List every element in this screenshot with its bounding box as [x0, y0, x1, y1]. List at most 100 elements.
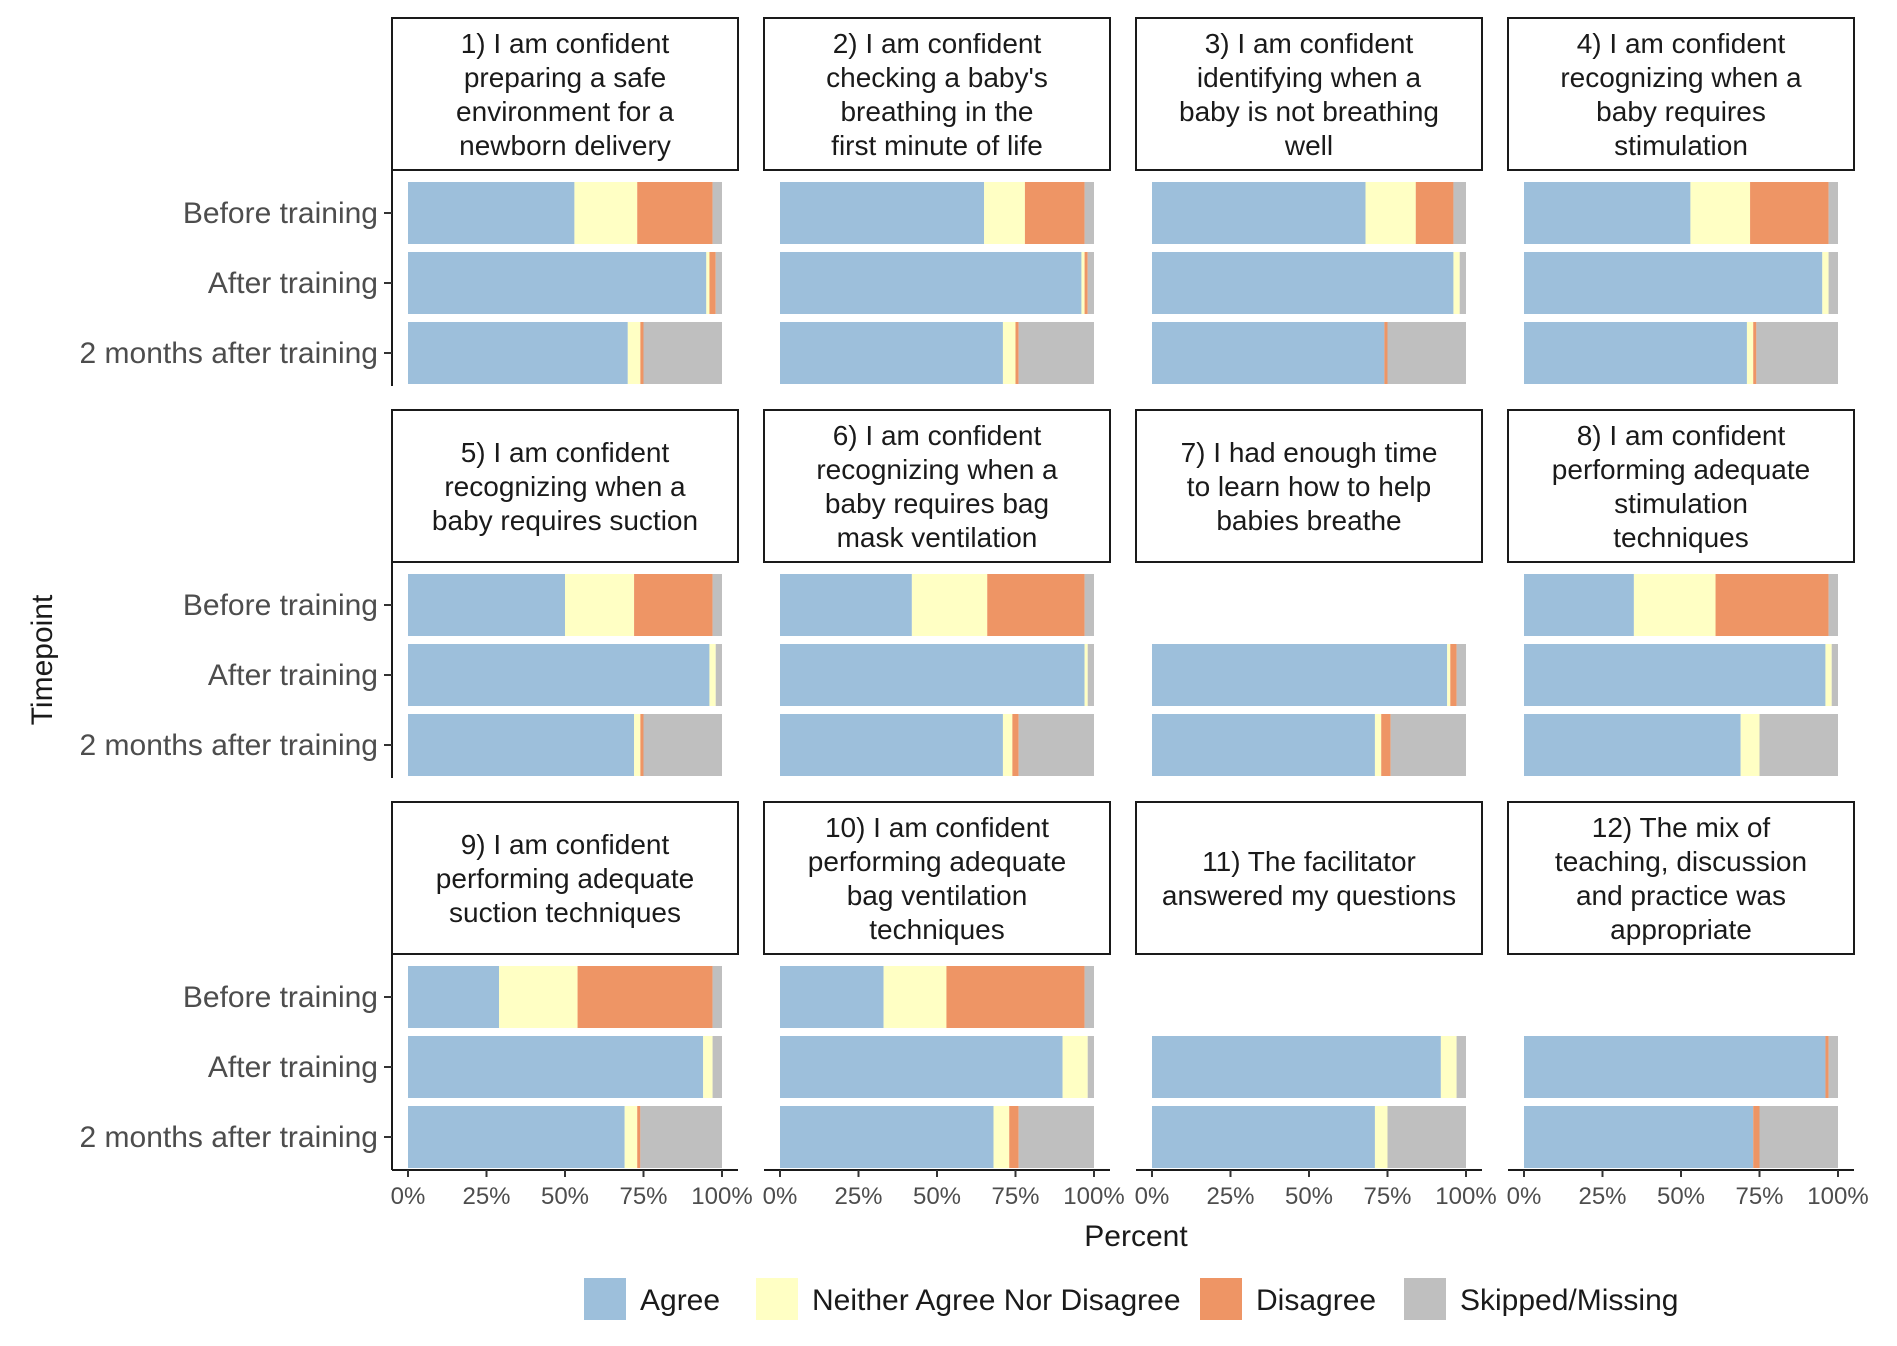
- bar-segment-disagree: [1012, 714, 1019, 776]
- facet-title-line: appropriate: [1610, 914, 1752, 945]
- bar-segment-agree: [780, 714, 1003, 776]
- bar-segment-skipped-missing: [1084, 182, 1094, 244]
- bar-segment-agree: [1152, 1106, 1375, 1168]
- facet-title-line: stimulation: [1614, 488, 1748, 519]
- legend-swatch: [756, 1278, 798, 1320]
- facet-strip: [1507, 801, 1855, 955]
- bar-segment-agree: [1152, 644, 1448, 706]
- bar-segment-agree: [1524, 644, 1826, 706]
- facet-title-line: newborn delivery: [459, 130, 671, 161]
- bar-segment-skipped-missing: [1084, 966, 1094, 1028]
- bar-segment-neither-agree-nor-disagree: [574, 182, 638, 244]
- x-tick-label: 100%: [1063, 1183, 1124, 1210]
- bar-segment-skipped-missing: [715, 252, 722, 314]
- bar-segment-agree: [780, 644, 1085, 706]
- bar-segment-neither-agree-nor-disagree: [1453, 252, 1460, 314]
- facet-title-line: to learn how to help: [1187, 471, 1431, 502]
- bar-segment-neither-agree-nor-disagree: [1822, 252, 1829, 314]
- timepoint-label: After training: [208, 1051, 378, 1084]
- timepoint-label: Before training: [183, 589, 378, 622]
- facet-title-line: babies breathe: [1216, 505, 1401, 536]
- bar-segment-skipped-missing: [1759, 1106, 1838, 1168]
- x-tick-label: 75%: [1735, 1183, 1783, 1210]
- bar-segment-disagree: [946, 966, 1085, 1028]
- bar-segment-agree: [408, 966, 500, 1028]
- bar-segment-agree: [408, 714, 635, 776]
- facet-title-line: baby requires: [1596, 96, 1766, 127]
- x-tick-label: 0%: [1507, 1183, 1542, 1210]
- facet-title-line: first minute of life: [831, 130, 1043, 161]
- x-tick-label: 50%: [913, 1183, 961, 1210]
- legend-label: Disagree: [1256, 1284, 1376, 1317]
- bar-segment-disagree: [1450, 644, 1457, 706]
- legend-label: Skipped/Missing: [1460, 1284, 1678, 1317]
- bar-segment-agree: [780, 574, 912, 636]
- bar-segment-agree: [1152, 322, 1385, 384]
- facet-strip: [391, 17, 739, 171]
- timepoint-label: After training: [208, 267, 378, 300]
- x-tick-label: 75%: [1363, 1183, 1411, 1210]
- bar-segment-skipped-missing: [1456, 1036, 1466, 1098]
- facet-title-line: checking a baby's: [826, 62, 1048, 93]
- bar-segment-skipped-missing: [1018, 714, 1094, 776]
- facet-title-line: performing adequate: [808, 846, 1066, 877]
- bar-segment-skipped-missing: [1087, 1036, 1094, 1098]
- x-tick-label: 75%: [991, 1183, 1039, 1210]
- legend-label: Neither Agree Nor Disagree: [812, 1284, 1181, 1317]
- bar-segment-neither-agree-nor-disagree: [1746, 322, 1754, 384]
- facet-strip: [763, 409, 1111, 563]
- bar-segment-skipped-missing: [1087, 252, 1094, 314]
- bar-segment-neither-agree-nor-disagree: [1690, 182, 1751, 244]
- bar-segment-neither-agree-nor-disagree: [706, 252, 710, 314]
- facet-title-line: environment for a: [456, 96, 674, 127]
- bar-segment-skipped-missing: [1831, 644, 1838, 706]
- x-tick-label: 0%: [1135, 1183, 1170, 1210]
- facet-title-line: identifying when a: [1197, 62, 1422, 93]
- facet-title-line: stimulation: [1614, 130, 1748, 161]
- facet-strip: [391, 409, 739, 563]
- bar-segment-skipped-missing: [1387, 1106, 1466, 1168]
- x-tick-label: 100%: [1807, 1183, 1868, 1210]
- bar-segment-neither-agree-nor-disagree: [565, 574, 635, 636]
- facet-title-line: breathing in the: [840, 96, 1033, 127]
- timepoint-label: 2 months after training: [80, 1121, 379, 1154]
- bar-segment-skipped-missing: [1453, 182, 1466, 244]
- bar-segment-neither-agree-nor-disagree: [1740, 714, 1760, 776]
- bar-segment-agree: [1152, 714, 1375, 776]
- bar-segment-neither-agree-nor-disagree: [1365, 182, 1416, 244]
- bar-segment-skipped-missing: [1084, 574, 1094, 636]
- x-tick-label: 25%: [834, 1183, 882, 1210]
- bar-segment-skipped-missing: [1018, 1106, 1094, 1168]
- bar-segment-neither-agree-nor-disagree: [634, 714, 641, 776]
- bar-segment-disagree: [1009, 1106, 1019, 1168]
- bar-segment-disagree: [1015, 322, 1019, 384]
- bar-segment-disagree: [1750, 182, 1829, 244]
- x-tick-label: 50%: [1285, 1183, 1333, 1210]
- bar-segment-agree: [1524, 1106, 1754, 1168]
- bar-segment-neither-agree-nor-disagree: [499, 966, 578, 1028]
- bar-segment-disagree: [1753, 1106, 1760, 1168]
- bar-segment-agree: [408, 574, 565, 636]
- facet-title-line: teaching, discussion: [1555, 846, 1807, 877]
- bar-segment-skipped-missing: [712, 574, 722, 636]
- bar-segment-skipped-missing: [1390, 714, 1466, 776]
- x-tick-label: 75%: [619, 1183, 667, 1210]
- bar-segment-skipped-missing: [1828, 1036, 1838, 1098]
- facet-title-line: preparing a safe: [464, 62, 666, 93]
- bar-segment-disagree: [1415, 182, 1454, 244]
- bar-segment-skipped-missing: [1459, 252, 1466, 314]
- bar-segment-skipped-missing: [1087, 644, 1094, 706]
- bar-segment-disagree: [1715, 574, 1829, 636]
- bar-segment-agree: [1524, 252, 1823, 314]
- timepoint-label: 2 months after training: [80, 337, 379, 370]
- bar-segment-agree: [1524, 714, 1741, 776]
- bar-segment-skipped-missing: [712, 966, 722, 1028]
- bar-segment-neither-agree-nor-disagree: [993, 1106, 1010, 1168]
- bar-segment-neither-agree-nor-disagree: [1440, 1036, 1457, 1098]
- facet-title-line: and practice was: [1576, 880, 1786, 911]
- x-tick-label: 0%: [391, 1183, 426, 1210]
